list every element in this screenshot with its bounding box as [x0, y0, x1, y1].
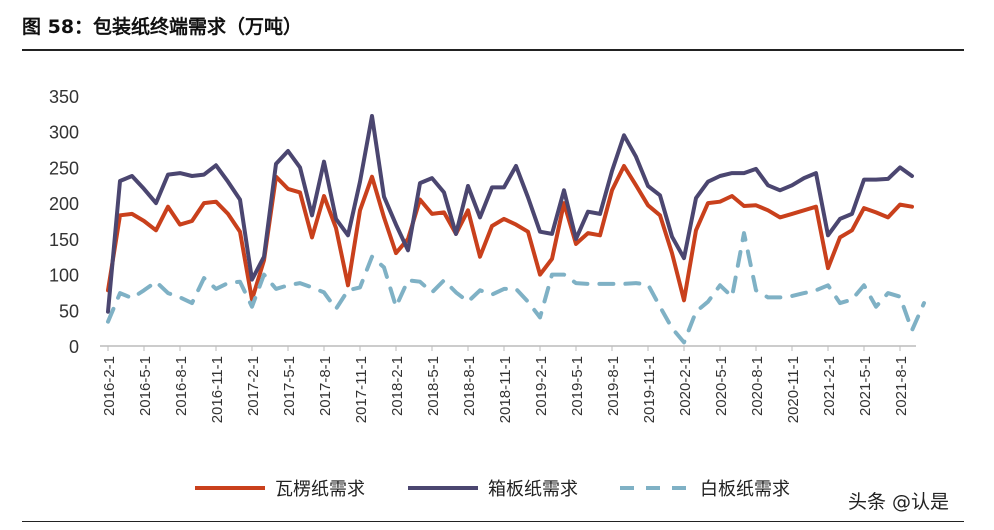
y-tick-label: 150: [49, 230, 79, 250]
x-tick-label: 2017-11-1: [353, 356, 370, 423]
x-tick-label: 2019-2-1: [533, 356, 550, 416]
x-tick-label: 2018-11-1: [497, 356, 514, 423]
x-tick-label: 2018-2-1: [389, 356, 406, 416]
x-tick-label: 2016-11-1: [209, 356, 226, 423]
y-tick-label: 250: [49, 158, 79, 178]
x-tick-label: 2017-5-1: [281, 356, 298, 416]
x-tick-label: 2016-2-1: [101, 356, 118, 416]
y-tick-label: 350: [49, 87, 79, 107]
x-tick-label: 2016-5-1: [137, 356, 154, 416]
x-tick-label: 2020-5-1: [713, 356, 730, 416]
x-tick-label: 2020-11-1: [785, 356, 802, 423]
x-tick-label: 2016-8-1: [173, 356, 190, 416]
y-tick-label: 200: [49, 194, 79, 214]
x-tick-label: 2021-8-1: [893, 356, 910, 416]
series-line-2: [106, 114, 914, 314]
series-line-3: [106, 231, 926, 345]
x-tick-label: 2021-5-1: [857, 356, 874, 416]
legend-label: 白板纸需求: [700, 479, 790, 500]
x-tick-label: 2017-8-1: [317, 356, 334, 416]
x-tick-label: 2018-5-1: [425, 356, 442, 416]
x-tick-label: 2019-11-1: [641, 356, 658, 423]
x-tick-label: 2021-2-1: [821, 356, 838, 416]
legend-label: 瓦楞纸需求: [275, 479, 365, 500]
title-rule: [22, 49, 964, 51]
y-tick-label: 0: [69, 337, 79, 357]
legend-label: 箱板纸需求: [488, 479, 578, 500]
x-tick-label: 2020-8-1: [749, 356, 766, 416]
bottom-rule: [22, 521, 964, 522]
x-tick-label: 2019-5-1: [569, 356, 586, 416]
series-line-1: [106, 164, 914, 303]
x-tick-label: 2018-8-1: [461, 356, 478, 416]
y-tick-label: 100: [49, 266, 79, 286]
x-tick-label: 2017-2-1: [245, 356, 262, 416]
watermark: 头条 @认是: [848, 491, 950, 513]
x-tick-label: 2019-8-1: [605, 356, 622, 416]
y-tick-label: 50: [59, 301, 79, 321]
x-tick-label: 2020-2-1: [677, 356, 694, 416]
y-tick-label: 300: [49, 123, 79, 143]
chart-title: 图 58：包装纸终端需求（万吨）: [22, 16, 303, 38]
